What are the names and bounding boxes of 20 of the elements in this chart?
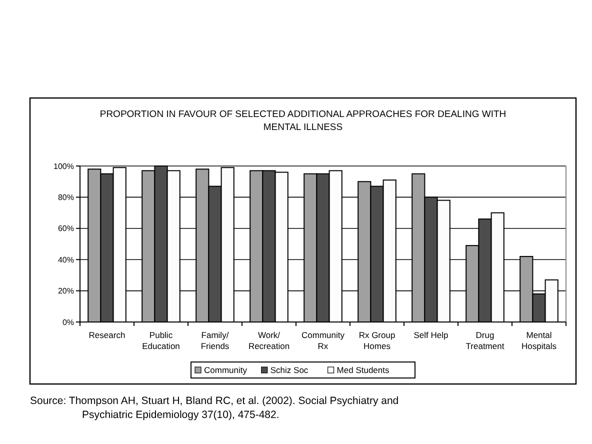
x-tick-label: Research [88,330,126,340]
source-note: Source: Thompson AH, Stuart H, Bland RC, et al. (2002). Social Psychiatry and Psychiatric Epidemiology 37(10), 475-482. [30,395,399,421]
chart-title: PROPORTION IN FAVOUR OF SELECTED ADDITIONAL APPROACHES FOR DEALING WITH MENTAL ILLNESS [100,109,506,133]
legend-label: Schiz Soc [270,364,309,375]
x-tick-label: Public Education [142,330,180,351]
legend-label: Med Students [336,364,390,375]
x-tick-label: Rx Group Homes [358,330,396,351]
x-tick-label: Community Rx [302,330,346,351]
legend-label: Community [204,364,248,375]
y-tick-label: 80% [58,193,74,202]
x-tick-label: Mental Hospitals [522,330,556,351]
y-tick-label: 60% [58,224,74,234]
x-tick-label: Self Help [414,330,449,340]
x-tick-label: Family/ Friends [200,330,230,351]
x-tick-label: Work/ Recreation [248,330,290,351]
y-tick-label: 40% [58,255,74,264]
y-tick-label: 20% [58,286,74,296]
y-tick-label: 0% [62,318,74,327]
x-tick-label: Drug Treatment [466,330,505,351]
y-tick-label: 100% [54,162,74,171]
